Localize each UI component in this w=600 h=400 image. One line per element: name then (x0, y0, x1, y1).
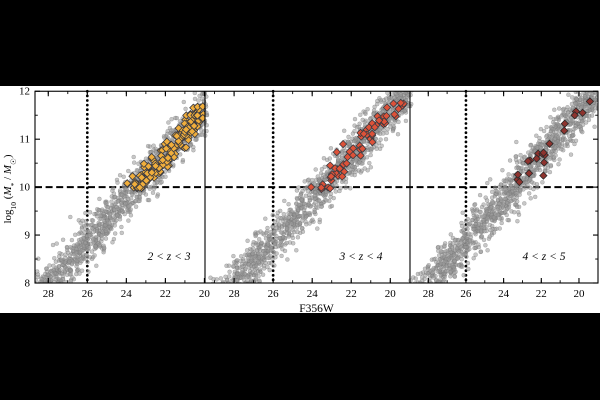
svg-text:24: 24 (307, 288, 319, 300)
svg-text:26: 26 (268, 288, 280, 300)
svg-text:20: 20 (199, 288, 211, 300)
svg-text:20: 20 (574, 288, 586, 300)
svg-text:10: 10 (19, 181, 31, 193)
svg-text:24: 24 (121, 288, 133, 300)
svg-text:28: 28 (423, 288, 435, 300)
svg-text:22: 22 (536, 288, 547, 300)
svg-text:F356W: F356W (299, 303, 334, 315)
svg-text:22: 22 (160, 288, 171, 300)
svg-text:3 < z < 4: 3 < z < 4 (339, 251, 383, 263)
svg-text:28: 28 (229, 288, 241, 300)
svg-text:26: 26 (82, 288, 94, 300)
svg-text:8: 8 (25, 277, 31, 289)
svg-text:11: 11 (19, 134, 30, 146)
svg-text:12: 12 (19, 86, 30, 98)
svg-text:2 < z < 3: 2 < z < 3 (148, 251, 191, 263)
svg-text:4 < z < 5: 4 < z < 5 (523, 251, 566, 263)
svg-text:9: 9 (25, 229, 31, 241)
svg-text:22: 22 (346, 288, 357, 300)
svg-text:20: 20 (385, 288, 397, 300)
svg-text:26: 26 (460, 288, 472, 300)
svg-text:24: 24 (498, 288, 510, 300)
svg-text:28: 28 (43, 288, 55, 300)
